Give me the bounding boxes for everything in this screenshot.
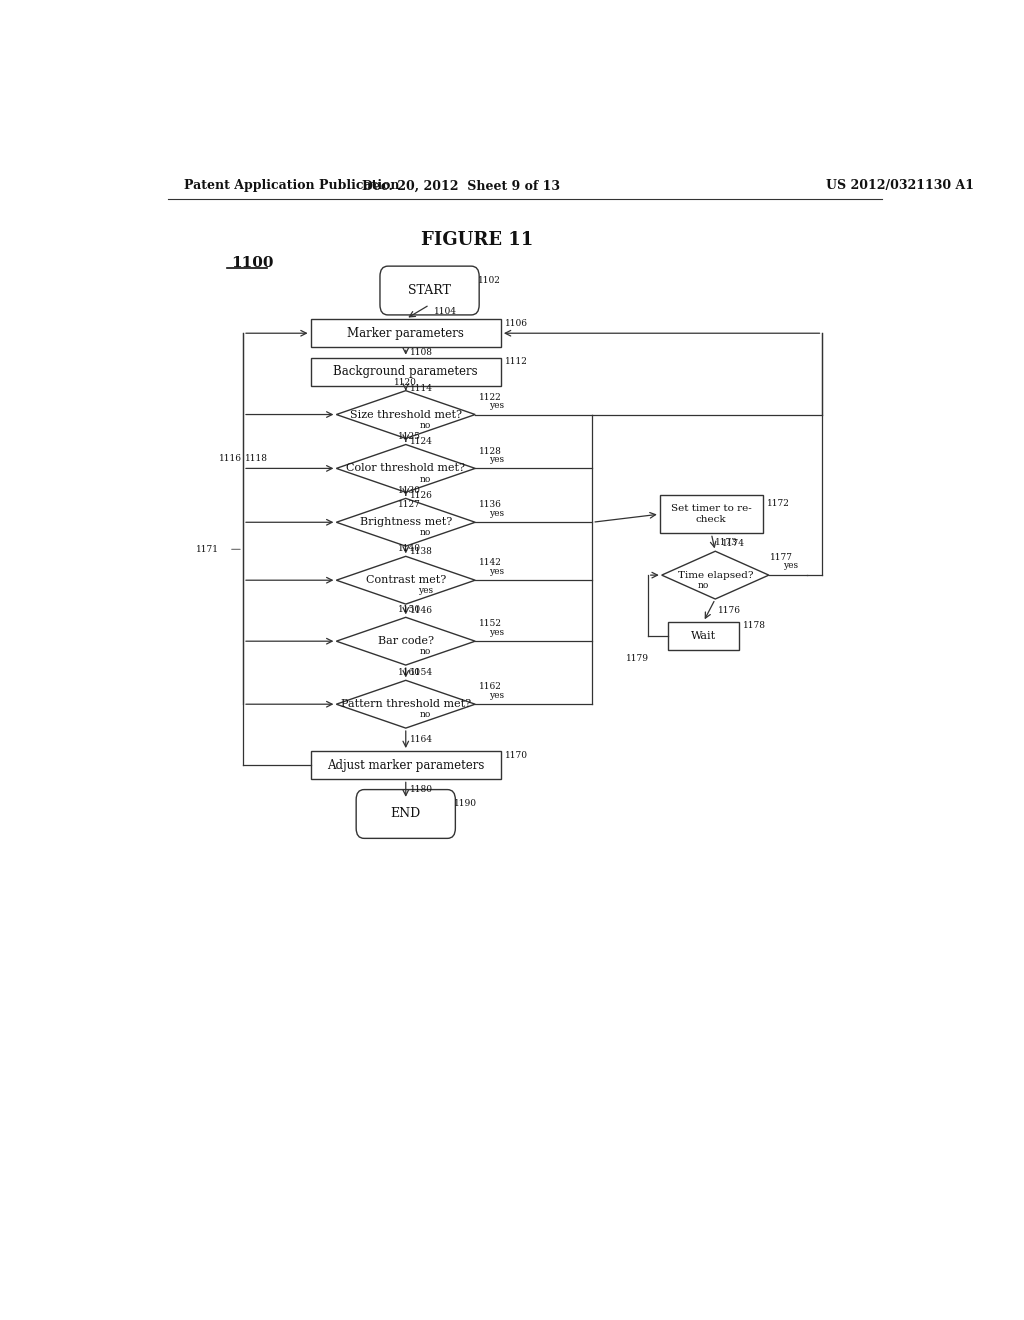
Text: 1108: 1108 <box>410 348 433 356</box>
Text: 1162: 1162 <box>479 682 502 692</box>
Polygon shape <box>336 680 475 729</box>
Text: 1106: 1106 <box>505 318 528 327</box>
Text: 1102: 1102 <box>477 276 501 285</box>
Text: no: no <box>420 528 431 537</box>
Text: 1127: 1127 <box>397 500 421 510</box>
Text: no: no <box>420 710 431 719</box>
Text: 1164: 1164 <box>410 735 433 744</box>
Text: US 2012/0321130 A1: US 2012/0321130 A1 <box>826 180 975 193</box>
Text: yes: yes <box>489 690 504 700</box>
Polygon shape <box>336 499 475 546</box>
Text: 1174: 1174 <box>722 539 744 548</box>
Text: 1138: 1138 <box>410 546 432 556</box>
Text: 1112: 1112 <box>505 358 527 366</box>
Text: 1124: 1124 <box>410 437 432 446</box>
Text: 1170: 1170 <box>505 751 528 759</box>
Text: 1146: 1146 <box>410 606 433 615</box>
Text: 1114: 1114 <box>410 384 433 393</box>
Polygon shape <box>336 618 475 665</box>
Bar <box>310 751 501 779</box>
Text: 1176: 1176 <box>718 606 740 615</box>
Text: 1140: 1140 <box>397 544 421 553</box>
Text: Bar code?: Bar code? <box>378 636 434 647</box>
Text: FIGURE 11: FIGURE 11 <box>421 231 534 248</box>
Text: 1150: 1150 <box>397 605 421 614</box>
Text: Wait: Wait <box>691 631 716 642</box>
Text: 1180: 1180 <box>410 785 433 795</box>
Text: yes: yes <box>418 586 433 595</box>
Text: yes: yes <box>489 508 504 517</box>
Text: END: END <box>390 808 421 821</box>
Text: 1130: 1130 <box>397 486 421 495</box>
Text: 1104: 1104 <box>433 308 457 317</box>
Text: 1120: 1120 <box>394 378 417 387</box>
Text: 1179: 1179 <box>626 653 648 663</box>
Text: yes: yes <box>489 455 504 463</box>
Text: yes: yes <box>489 566 504 576</box>
FancyBboxPatch shape <box>356 789 456 838</box>
Bar <box>659 495 763 533</box>
Text: Time elapsed?: Time elapsed? <box>678 570 753 579</box>
Text: Brightness met?: Brightness met? <box>359 517 452 527</box>
Text: START: START <box>409 284 451 297</box>
Polygon shape <box>662 552 769 599</box>
Text: 1100: 1100 <box>231 256 273 271</box>
Text: 1152: 1152 <box>479 619 502 628</box>
Text: yes: yes <box>783 561 799 570</box>
Text: Background parameters: Background parameters <box>334 366 478 379</box>
Text: 1122: 1122 <box>479 393 502 401</box>
Text: no: no <box>420 647 431 656</box>
Text: 1116: 1116 <box>219 454 243 463</box>
Text: 1125: 1125 <box>397 432 421 441</box>
Text: 1178: 1178 <box>743 622 766 631</box>
Polygon shape <box>336 391 475 438</box>
Bar <box>668 622 739 651</box>
Text: 1173: 1173 <box>715 537 738 546</box>
Text: 1172: 1172 <box>767 499 790 508</box>
Text: Set timer to re-
check: Set timer to re- check <box>671 504 752 524</box>
Text: no: no <box>420 475 431 483</box>
Text: 1142: 1142 <box>479 558 502 568</box>
Text: Pattern threshold met?: Pattern threshold met? <box>341 700 471 709</box>
Text: yes: yes <box>489 627 504 636</box>
Text: 1160: 1160 <box>397 668 421 677</box>
Text: Contrast met?: Contrast met? <box>366 576 445 585</box>
Text: 1118: 1118 <box>246 454 268 463</box>
Text: Size threshold met?: Size threshold met? <box>350 409 462 420</box>
FancyBboxPatch shape <box>380 267 479 315</box>
Text: yes: yes <box>489 401 504 411</box>
Text: 1177: 1177 <box>770 553 794 562</box>
Text: 1126: 1126 <box>410 491 432 500</box>
Text: 1154: 1154 <box>410 668 433 677</box>
Text: 1128: 1128 <box>479 446 502 455</box>
Bar <box>310 358 501 385</box>
Polygon shape <box>336 556 475 605</box>
Text: Dec. 20, 2012  Sheet 9 of 13: Dec. 20, 2012 Sheet 9 of 13 <box>362 180 560 193</box>
Text: no: no <box>420 421 431 430</box>
Polygon shape <box>336 445 475 492</box>
Text: 1190: 1190 <box>454 800 477 808</box>
Text: 1136: 1136 <box>479 500 502 510</box>
Text: Patent Application Publication: Patent Application Publication <box>183 180 399 193</box>
Text: Marker parameters: Marker parameters <box>347 327 464 339</box>
Text: Color threshold met?: Color threshold met? <box>346 463 465 474</box>
Text: Adjust marker parameters: Adjust marker parameters <box>327 759 484 772</box>
Text: 1171: 1171 <box>197 545 219 553</box>
Bar <box>310 319 501 347</box>
Text: no: no <box>697 581 709 590</box>
